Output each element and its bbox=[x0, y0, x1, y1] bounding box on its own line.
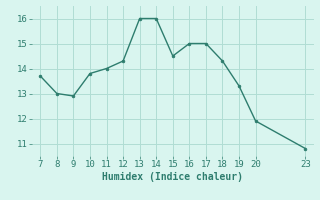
X-axis label: Humidex (Indice chaleur): Humidex (Indice chaleur) bbox=[102, 172, 243, 182]
